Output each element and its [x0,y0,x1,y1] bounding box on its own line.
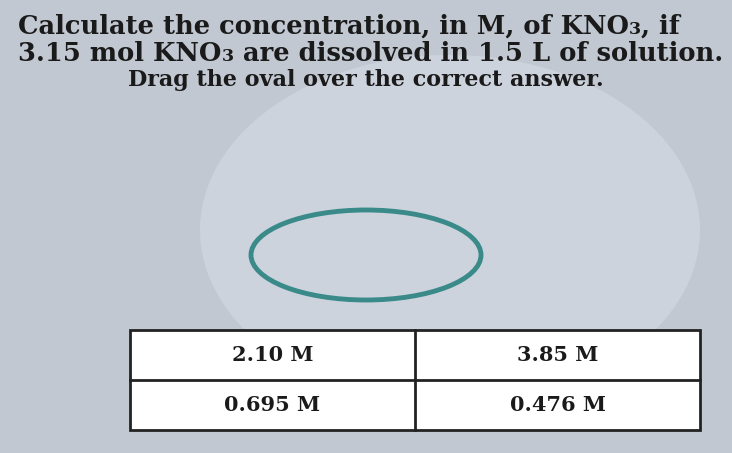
Text: Drag the oval over the correct answer.: Drag the oval over the correct answer. [128,68,604,91]
Bar [130,330,700,430]
Text: Calculate the concentration, in M, of KNO: Calculate the concentration, in M, of KN… [18,14,629,39]
Text: 2.10 M: 2.10 M [232,345,313,365]
Text: 3.15 mol KNO: 3.15 mol KNO [18,41,221,66]
Bar [130,330,700,430]
Text: , if: , if [641,14,680,39]
Ellipse shape [200,55,700,405]
Text: are dissolved in 1.5 L of solution.: are dissolved in 1.5 L of solution. [234,41,722,66]
Text: 0.476 M: 0.476 M [509,395,605,415]
Text: 3.85 M: 3.85 M [517,345,598,365]
Text: 0.695 M: 0.695 M [225,395,321,415]
Text: 3: 3 [221,48,234,65]
Text: 3: 3 [629,21,641,38]
